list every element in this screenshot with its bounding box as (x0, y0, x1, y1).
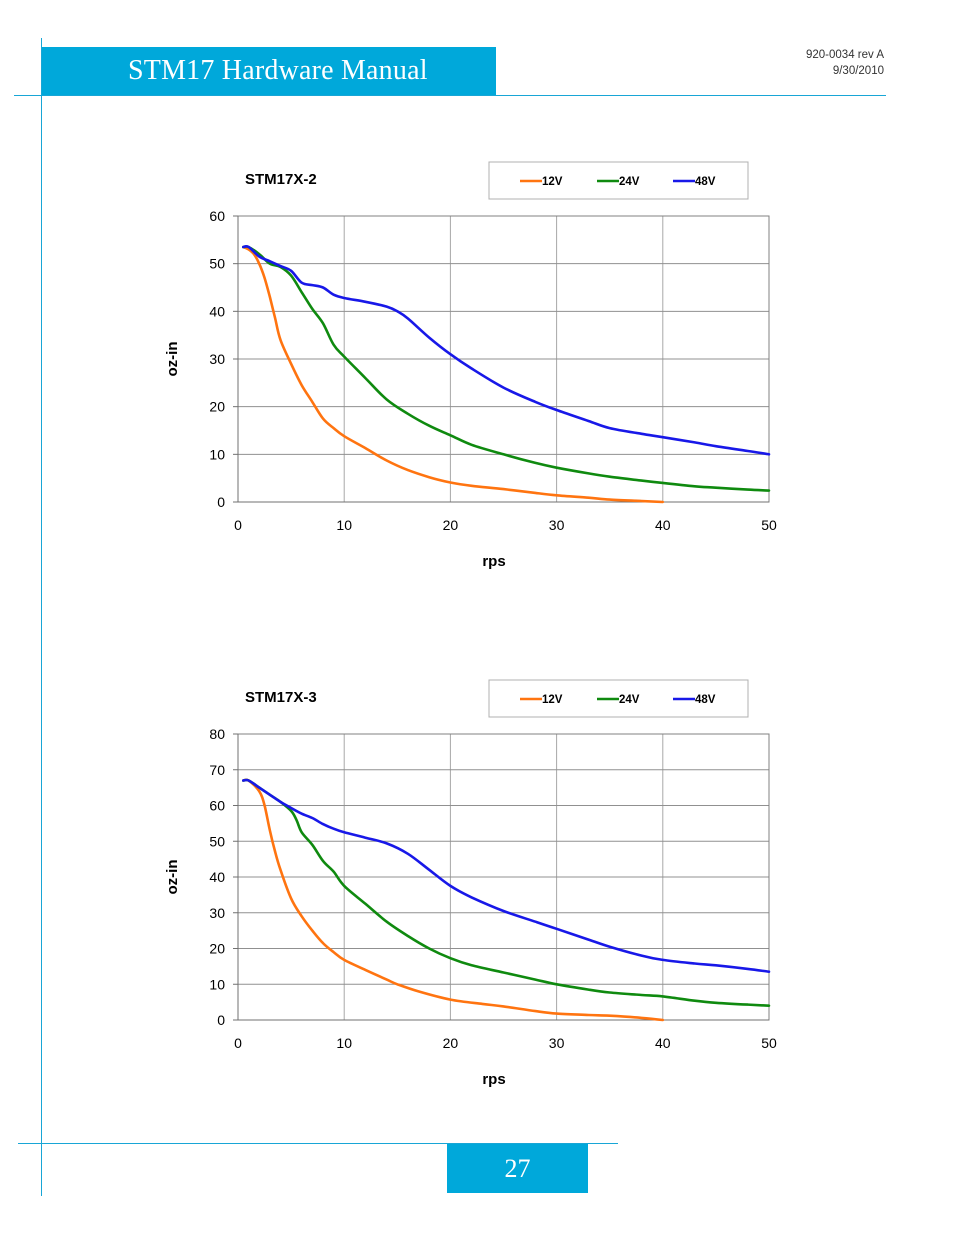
series-line-24v (242, 778, 771, 1007)
series-line-24v (242, 245, 771, 492)
x-tick-label: 40 (655, 1035, 671, 1051)
series-line-48v (242, 778, 771, 973)
torque-chart-stm17x-3: STM17X-3 12V 24V 48V 0 10 20 30 40 50 60 70 80 0 10 20 3… (164, 679, 777, 1088)
x-tick-label: 30 (549, 1035, 565, 1051)
y-tick-label: 30 (209, 905, 225, 921)
y-tick-label: 30 (209, 351, 225, 367)
y-tick-label: 50 (209, 256, 225, 272)
y-tick-label: 0 (217, 1012, 225, 1028)
legend-label-24v: 24V (619, 176, 640, 188)
x-tick-label: 0 (234, 1035, 242, 1051)
x-tick-label: 30 (549, 517, 565, 533)
y-tick-label: 60 (209, 208, 225, 224)
chart-title: STM17X-3 (245, 689, 317, 706)
y-tick-label: 10 (209, 976, 225, 992)
y-tick-label: 70 (209, 762, 225, 778)
chart-title: STM17X-2 (245, 171, 317, 188)
document-number: 920-0034 rev A (805, 49, 884, 61)
legend-label-48v: 48V (695, 176, 716, 188)
header-rule (14, 95, 886, 96)
y-tick-label: 60 (209, 798, 225, 814)
document-date: 9/30/2010 (832, 65, 884, 77)
x-tick-label: 40 (655, 517, 671, 533)
y-tick-label: 40 (209, 869, 225, 885)
legend-label-12v: 12V (542, 694, 563, 706)
legend-label-12v: 12V (542, 176, 563, 188)
y-axis-label: oz-in (164, 342, 181, 377)
left-margin-rule (41, 38, 42, 1196)
x-tick-label: 50 (761, 1035, 777, 1051)
header-banner: STM17 Hardware Manual (42, 47, 496, 96)
x-tick-label: 0 (234, 517, 242, 533)
footer-rule (18, 1143, 618, 1144)
y-axis-label: oz-in (164, 860, 181, 895)
y-tick-label: 20 (209, 941, 225, 957)
y-tick-label: 50 (209, 833, 225, 849)
series-line-12v (242, 778, 665, 1022)
document-title: STM17 Hardware Manual (128, 55, 428, 86)
x-axis-label: rps (482, 553, 505, 570)
legend-label-24v: 24V (619, 694, 640, 706)
series-line-12v (242, 245, 665, 504)
x-tick-label: 20 (443, 1035, 459, 1051)
x-tick-label: 20 (443, 517, 459, 533)
y-tick-label: 0 (217, 494, 225, 510)
y-tick-label: 40 (209, 303, 225, 319)
x-tick-label: 10 (336, 1035, 352, 1051)
legend-label-48v: 48V (695, 694, 716, 706)
y-tick-label: 20 (209, 399, 225, 415)
y-tick-label: 10 (209, 446, 225, 462)
x-axis-label: rps (482, 1071, 505, 1088)
torque-chart-stm17x-2: STM17X-2 12V 24V 48V 0 10 20 30 40 50 60 0 10 20 30 40 5… (164, 161, 777, 570)
y-tick-label: 80 (209, 726, 225, 742)
page-number: 27 (447, 1144, 588, 1193)
x-tick-label: 10 (336, 517, 352, 533)
x-tick-label: 50 (761, 517, 777, 533)
series-line-48v (242, 244, 771, 456)
document-info: 920-0034 rev A 9/30/2010 (806, 47, 884, 79)
